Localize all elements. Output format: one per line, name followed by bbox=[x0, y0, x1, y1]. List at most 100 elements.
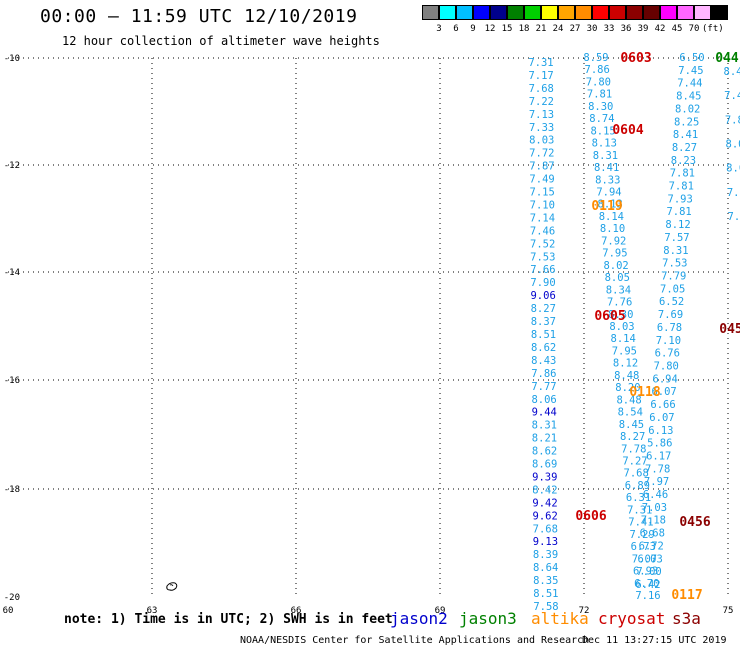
track-c-value: 7.79 bbox=[661, 271, 686, 283]
pass-labels: 0603 0604 0119 0605 0118 0606 0456 0117 045 044 bbox=[575, 51, 740, 603]
footer-timestamp: Dec 11 13:27:15 UTC 2019 bbox=[582, 635, 727, 646]
scale-swatch bbox=[490, 5, 507, 20]
track-d-value: 7.7 bbox=[728, 211, 740, 223]
scale-swatch bbox=[626, 5, 643, 20]
track-a-value: 8.06 bbox=[531, 394, 556, 406]
track-c-value: 6.72 bbox=[639, 540, 664, 552]
track-b-value: 7.80 bbox=[586, 76, 611, 88]
track-a-value: 8.51 bbox=[531, 329, 556, 341]
legend-jason2: jason2 bbox=[390, 609, 448, 628]
legend-altika: altika bbox=[531, 609, 589, 628]
x-tick-label: 66 bbox=[291, 606, 302, 616]
track-b-value: 6.73 bbox=[631, 541, 656, 553]
track-b-value: 8.15 bbox=[590, 125, 615, 137]
x-tick-label: 72 bbox=[579, 606, 590, 616]
scale-label: 36 bbox=[620, 24, 632, 34]
pass-label: 0456 bbox=[679, 515, 710, 530]
track-c-value: 6.17 bbox=[646, 450, 671, 462]
track-b-value: 6.93 bbox=[633, 566, 658, 578]
track-b-value: 7.78 bbox=[621, 443, 646, 455]
track-c-value: 6.07 bbox=[651, 386, 676, 398]
y-tick-label: -16 bbox=[4, 376, 20, 386]
track-c-value: 6.68 bbox=[640, 528, 665, 540]
scale-label: 42 bbox=[654, 24, 666, 34]
scale-swatch bbox=[456, 5, 473, 20]
track-a-value: 8.69 bbox=[532, 459, 557, 471]
y-tick-label: -14 bbox=[4, 268, 20, 278]
track-c-value: 8.02 bbox=[675, 103, 700, 115]
track-b-value: 8.34 bbox=[606, 284, 631, 296]
scale-swatch bbox=[439, 5, 456, 20]
track-c-value: 8.41 bbox=[673, 129, 698, 141]
track-a-value: 7.53 bbox=[530, 251, 555, 263]
track-c-value: 7.05 bbox=[660, 283, 685, 295]
track-c-value: 8.27 bbox=[672, 142, 697, 154]
scale-label: 12 bbox=[484, 24, 496, 34]
track-b-value: 8.54 bbox=[618, 407, 643, 419]
track-a-value: 9.44 bbox=[532, 407, 557, 419]
scale-label: 45 bbox=[671, 24, 683, 34]
pass-label: 044 bbox=[715, 51, 739, 66]
track-a-value: 8.39 bbox=[533, 549, 558, 561]
track-a-value: 9.62 bbox=[533, 510, 558, 522]
track-b-value: 7.86 bbox=[585, 64, 610, 76]
track-c-value: 8.45 bbox=[676, 91, 701, 103]
scale-swatch bbox=[507, 5, 524, 20]
pass-label: 0119 bbox=[591, 199, 622, 214]
track-b-value: 7.92 bbox=[601, 235, 626, 247]
track-b-value: 8.02 bbox=[603, 260, 628, 272]
y-tick-label: -18 bbox=[4, 485, 20, 495]
track-c-value: 7.00 bbox=[636, 566, 661, 578]
track-c-value: 8.31 bbox=[663, 245, 688, 257]
track-b-value: 7.95 bbox=[612, 345, 637, 357]
track-c-value: 7.45 bbox=[678, 65, 703, 77]
track-b-value: 7.27 bbox=[622, 456, 647, 468]
scale-label: 9 bbox=[470, 24, 476, 34]
track-a-value: 8.51 bbox=[533, 588, 558, 600]
scale-swatch bbox=[524, 5, 541, 20]
track-b-value: 7.29 bbox=[629, 529, 654, 541]
track-a-value: 8.31 bbox=[532, 420, 557, 432]
track-a-value: 7.13 bbox=[529, 109, 554, 121]
units-note: note: 1) Time is in UTC; 2) SWH is in fe… bbox=[64, 612, 393, 627]
axis-ticks: 60 63 66 69 72 75 -10 -12 -14 -16 -18 -20 bbox=[3, 54, 734, 616]
track-a-value: 8.62 bbox=[532, 446, 557, 458]
track-b-value: 8.14 bbox=[599, 211, 624, 223]
pass-label: 0605 bbox=[594, 309, 625, 324]
x-tick-label: 63 bbox=[147, 606, 158, 616]
track-b-value: 8.48 bbox=[614, 370, 639, 382]
scale-swatch bbox=[592, 5, 609, 20]
track-c-value: 6.78 bbox=[657, 322, 682, 334]
track-c-value: 6.52 bbox=[659, 296, 684, 308]
track-b-value: 7.81 bbox=[587, 89, 612, 101]
track-a-value: 8.62 bbox=[531, 342, 556, 354]
track-a-value: 7.72 bbox=[529, 148, 554, 160]
track-d-value: 8.0 bbox=[726, 163, 740, 175]
track-a-value: 7.52 bbox=[530, 238, 555, 250]
track-a-value: 8.21 bbox=[532, 433, 557, 445]
page-subtitle: 12 hour collection of altimeter wave hei… bbox=[62, 34, 380, 48]
track-c-value: 7.93 bbox=[668, 193, 693, 205]
legend-s3a: s3a bbox=[672, 609, 701, 628]
track-b-value: 8.48 bbox=[616, 394, 641, 406]
track-a-value: 7.87 bbox=[529, 161, 554, 173]
track-a-value: 7.33 bbox=[529, 122, 554, 134]
scale-label: 33 bbox=[603, 24, 615, 34]
track-c-value: 8.12 bbox=[665, 219, 690, 231]
scale-swatch bbox=[711, 5, 728, 20]
track-b-value: 8.20 bbox=[615, 382, 640, 394]
track-b-value: 8.10 bbox=[600, 223, 625, 235]
pass-label: 0604 bbox=[612, 123, 643, 138]
scale-swatch bbox=[473, 5, 490, 20]
track-a-value: 7.66 bbox=[530, 264, 555, 276]
track-b-value: 8.30 bbox=[588, 101, 613, 113]
track-b-value: 6.31 bbox=[626, 492, 651, 504]
scale-swatch bbox=[677, 5, 694, 20]
track-b-value: 8.41 bbox=[594, 162, 619, 174]
track-b-value: 7.41 bbox=[628, 517, 653, 529]
track-b-value: 8.31 bbox=[593, 150, 618, 162]
track-c-value: 7.81 bbox=[666, 206, 691, 218]
pass-label: 0117 bbox=[671, 588, 702, 603]
track-d-value: 7.8 bbox=[725, 114, 740, 126]
legend-jason3: jason3 bbox=[459, 609, 517, 628]
